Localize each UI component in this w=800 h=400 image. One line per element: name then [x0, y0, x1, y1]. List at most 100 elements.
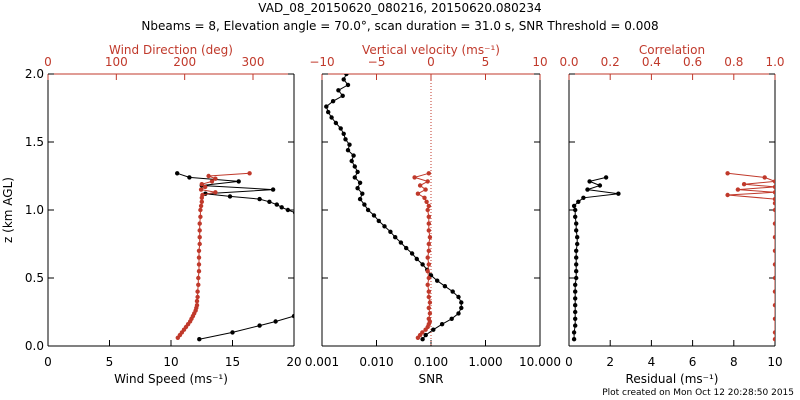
data-point	[338, 126, 343, 131]
data-point	[725, 171, 730, 176]
data-point	[772, 316, 775, 321]
data-point	[279, 205, 284, 210]
top-tick-label: −5	[368, 55, 386, 69]
data-point	[426, 203, 431, 209]
data-point	[422, 195, 427, 200]
data-point	[772, 207, 775, 213]
data-point	[772, 337, 775, 342]
data-point	[459, 305, 464, 311]
data-point	[426, 241, 431, 247]
data-point	[270, 187, 276, 192]
data-point	[425, 269, 430, 274]
data-point	[227, 194, 233, 199]
top-tick-label: 100	[105, 55, 128, 69]
chart-subtitle: Nbeams = 8, Elevation angle = 70.0°, sca…	[141, 19, 659, 33]
data-point	[352, 164, 357, 169]
bottom-tick-label: 1.000	[468, 355, 502, 369]
data-point	[196, 262, 202, 267]
chart-title: VAD_08_20150620_080216, 20150620.080234	[258, 1, 542, 15]
data-point	[273, 319, 278, 324]
data-point	[293, 210, 294, 215]
data-point	[442, 284, 448, 289]
data-point	[357, 180, 363, 185]
data-point	[427, 235, 433, 240]
top-tick-label: −10	[309, 55, 334, 69]
data-point	[423, 332, 428, 338]
bottom-tick-label: 5	[106, 355, 114, 369]
data-point	[574, 228, 579, 233]
bottom-tick-label: 0.001	[305, 355, 339, 369]
data-point	[213, 190, 218, 195]
data-point	[424, 199, 429, 204]
data-point	[426, 262, 431, 267]
bottom-tick-label: 15	[225, 355, 240, 369]
y-tick-label: 0.0	[25, 339, 44, 353]
data-point	[574, 275, 579, 281]
y-axis-label: z (km AGL)	[1, 177, 15, 243]
top-tick-label: 5	[482, 55, 490, 69]
data-point	[772, 235, 775, 240]
data-point	[772, 275, 775, 281]
data-point	[574, 262, 579, 267]
data-point	[230, 330, 235, 335]
data-point	[329, 115, 334, 120]
data-point	[772, 289, 775, 294]
data-point	[573, 207, 578, 213]
data-point	[345, 82, 351, 88]
data-point	[439, 322, 445, 327]
data-point	[382, 224, 387, 229]
panel-data-group	[571, 171, 775, 342]
data-point	[571, 330, 577, 335]
series-line	[177, 172, 250, 339]
data-point	[196, 248, 202, 253]
top-axis-label: Wind Direction (deg)	[109, 43, 233, 57]
data-point	[398, 240, 404, 245]
data-point	[427, 311, 433, 316]
series-line	[573, 176, 619, 340]
data-point	[196, 255, 202, 260]
data-point	[196, 282, 201, 287]
data-point	[412, 175, 417, 180]
data-point	[415, 191, 421, 196]
data-point	[347, 142, 352, 147]
bottom-tick-label: 4	[648, 355, 656, 369]
data-point	[404, 245, 409, 251]
data-point	[772, 184, 775, 190]
data-point	[340, 93, 345, 99]
bottom-tick-label: 8	[730, 355, 738, 369]
data-point	[213, 176, 218, 181]
data-point	[194, 303, 200, 308]
data-point	[352, 175, 357, 180]
data-point	[573, 323, 578, 328]
data-point	[426, 289, 431, 294]
top-tick-label: 1.0	[765, 55, 784, 69]
data-point	[297, 215, 301, 219]
data-point	[349, 158, 354, 164]
data-point	[351, 153, 356, 158]
data-point	[197, 228, 202, 233]
data-point	[257, 323, 262, 328]
data-point	[196, 269, 202, 274]
data-point	[571, 203, 577, 209]
data-point	[772, 262, 775, 267]
data-point	[199, 182, 204, 187]
data-point	[426, 305, 431, 311]
data-point	[195, 289, 200, 294]
data-point	[772, 303, 775, 308]
data-point	[426, 275, 431, 281]
data-point	[365, 207, 371, 213]
top-tick-label: 200	[173, 55, 196, 69]
data-point	[426, 228, 431, 233]
data-point	[420, 337, 425, 342]
top-tick-label: 0.8	[724, 55, 743, 69]
data-point	[236, 179, 241, 184]
data-point	[420, 262, 425, 267]
data-point	[187, 175, 192, 180]
data-point	[414, 256, 419, 262]
data-point	[175, 171, 180, 176]
data-point	[196, 275, 201, 281]
bottom-tick-label: 0	[565, 355, 573, 369]
data-point	[435, 278, 440, 283]
bottom-axis-label: Wind Speed (ms⁻¹)	[114, 372, 228, 386]
bottom-tick-label: 0.100	[414, 355, 448, 369]
